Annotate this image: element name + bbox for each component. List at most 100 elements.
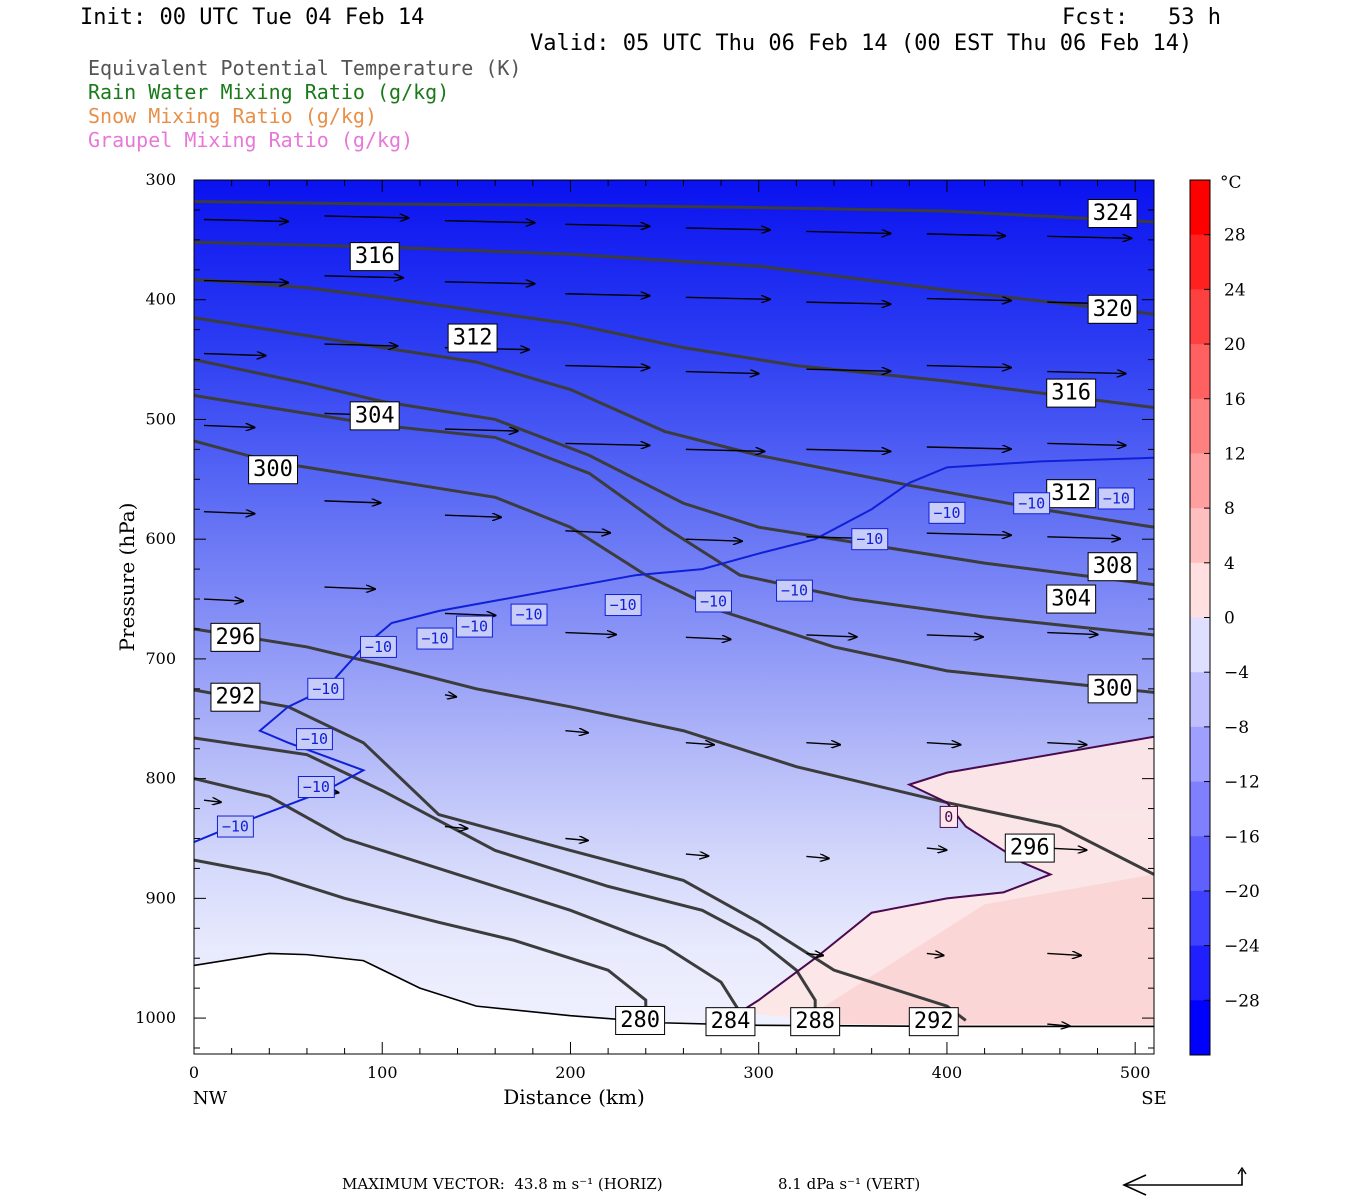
valid-time: Valid: 05 UTC Thu 06 Feb 14 (00 EST Thu … [530,31,1193,56]
reference-vector-head [1237,1166,1247,1175]
wind-vector [565,294,649,296]
y-tick-label: 1000 [135,1008,176,1027]
theta-e-label: 304 [349,401,400,431]
wind-vector [565,224,649,226]
theta-e-label-text: 304 [1051,587,1091,612]
isotherm-minus10-label: −10 [360,635,397,658]
colorbar-tick-label: −16 [1224,827,1260,847]
colorbar-segment [1190,1000,1210,1056]
theta-e-label-text: 296 [1010,836,1050,861]
wind-vector [444,827,467,829]
colorbar-segment [1190,289,1210,345]
wind-vector [685,228,770,230]
colorbar-tick-label: 16 [1224,390,1246,410]
isotherm-minus10-label-text: −10 [933,504,960,522]
wind-vector [685,372,759,374]
isotherm-minus10-label-text: −10 [365,638,392,656]
plot-frame [193,179,1155,1055]
x-tick-label: 400 [932,1063,963,1082]
wind-vector [324,276,402,278]
theta-e-label: 316 [1046,378,1097,408]
wind-vector [203,599,243,601]
isotherm-minus10-label: −10 [928,501,966,524]
theta-e-label-text: 300 [253,457,293,482]
theta-e-label-text: 292 [914,1009,954,1034]
wind-vector [806,231,890,233]
theta-e-label: 304 [1046,584,1097,614]
theta-e-line [194,736,817,1019]
wind-vector [685,743,714,745]
wind-vector [444,613,495,615]
wind-vector [685,449,764,451]
reference-vector-head [1122,1174,1147,1196]
theta-e-line [194,439,1154,694]
theta-e-label: 292 [210,682,261,712]
theta-e-label: 300 [1087,674,1138,704]
isotherm-minus10-label-text: −10 [516,606,543,624]
colorbar-tick-label: 20 [1224,335,1246,355]
wind-vector [926,299,1011,301]
isotherm-minus10-label-text: −10 [1018,494,1045,512]
theta-e-label: 292 [908,1007,959,1037]
wind-vector [444,221,535,223]
colorbar-tick-label: −4 [1224,663,1249,683]
wind-vector [1047,372,1125,374]
isotherm-minus10-label: −10 [1013,492,1051,515]
wind-vector [203,800,221,802]
theta-e-label-text: 316 [355,244,395,269]
colorbar-tick-label: 12 [1224,444,1246,464]
isotherm-minus10-label-text: −10 [856,530,883,548]
y-tick-label: 900 [145,888,176,907]
colorbar-segment [1190,562,1210,618]
wind-vector [1047,633,1097,635]
isotherm-minus10-label: −10 [851,528,889,551]
temperature-field [194,180,1154,1054]
wind-vector [444,429,518,431]
isotherm-minus10-label-text: −10 [303,778,330,796]
theta-e-line [194,394,1154,637]
wind-vector [806,743,840,745]
theta-e-line [194,358,1154,587]
theta-e-line [194,777,742,1013]
wind-vector [685,637,731,639]
vert-vector-label: 8.1 dPa s⁻¹ (VERT) [778,1175,921,1193]
isotherm-minus10-label-text: −10 [461,618,488,636]
colorbar-segment [1190,453,1210,509]
y-tick-label: 600 [145,529,176,548]
colorbar-unit: °C [1220,173,1242,193]
y-axis-title: Pressure (hPa) [115,503,139,652]
wind-vector [806,369,890,371]
isotherm-minus10-label: −10 [296,728,333,751]
theta-e-label: 280 [615,1005,666,1035]
wind-vector [926,234,1005,236]
colorbar-segment [1190,180,1210,236]
isotherm-minus10-label-text: −10 [222,818,249,836]
theta-e-label: 296 [210,622,261,652]
isotherm-minus10-label-text: −10 [700,592,727,610]
isotherm-zero-label: 0 [939,805,958,828]
isotherm-zero-label-text: 0 [944,808,953,826]
colorbar-tick-label: −12 [1224,773,1260,793]
wind-vector [203,512,254,514]
isotherm-minus10-label: −10 [776,579,813,602]
isotherm-minus10-label-text: −10 [421,630,448,648]
wind-vector [806,856,828,858]
wind-vector [1047,236,1131,238]
x-tick-label: 0 [189,1063,199,1082]
isotherm-minus10-label: −10 [1097,487,1135,510]
x-tick-label: 200 [555,1063,586,1082]
theta-e-label-text: 304 [355,403,395,428]
theta-e-label: 320 [1087,294,1138,324]
colorbar-segment [1190,836,1210,892]
isotherm-minus10-label-text: −10 [781,582,808,600]
wind-vector [1047,1024,1069,1026]
wind-vector [1047,537,1120,539]
reference-vector [1124,1170,1243,1186]
theta-e-label-text: 300 [1093,676,1133,701]
wind-vector [685,539,742,541]
isotherm-minus10-label-text: −10 [1103,489,1130,507]
wind-vector [1047,743,1086,745]
x-tick-label: 500 [1120,1063,1151,1082]
x-tick-label: 300 [743,1063,774,1082]
colorbar-tick-label: −8 [1224,718,1249,738]
